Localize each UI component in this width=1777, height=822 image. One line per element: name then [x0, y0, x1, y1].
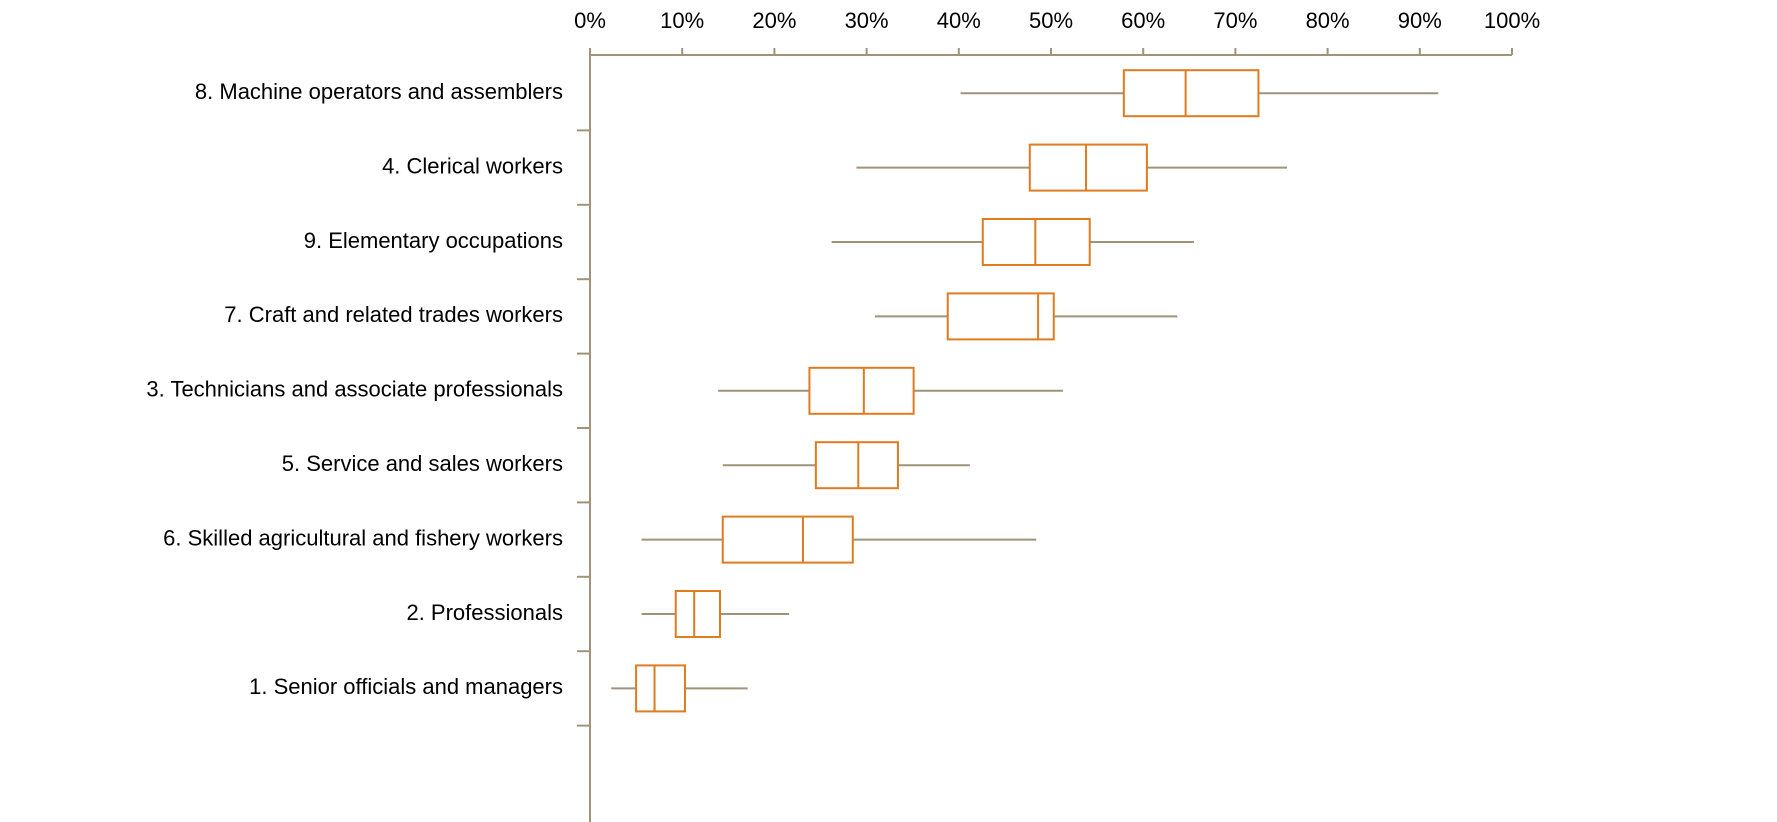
- y-tick-label: 9. Elementary occupations: [304, 228, 563, 253]
- y-tick-label: 8. Machine operators and assemblers: [195, 79, 563, 104]
- x-tick-label: 20%: [752, 8, 796, 33]
- y-tick-label: 5. Service and sales workers: [282, 451, 563, 476]
- x-tick-label: 50%: [1029, 8, 1073, 33]
- x-tick-label: 0%: [574, 8, 606, 33]
- box: [635, 664, 686, 713]
- y-tick-label: 2. Professionals: [406, 600, 563, 625]
- x-tick-label: 30%: [845, 8, 889, 33]
- x-tick-label: 80%: [1306, 8, 1350, 33]
- y-tick-label: 4. Clerical workers: [382, 153, 563, 178]
- box: [814, 441, 899, 490]
- box: [946, 292, 1055, 341]
- x-tick-label: 40%: [937, 8, 981, 33]
- box: [674, 590, 722, 638]
- y-tick-label: 6. Skilled agricultural and fishery work…: [163, 525, 563, 550]
- x-tick-label: 60%: [1121, 8, 1165, 33]
- x-tick-label: 70%: [1213, 8, 1257, 33]
- y-tick-label: 3. Technicians and associate professiona…: [146, 377, 563, 402]
- x-tick-label: 90%: [1398, 8, 1442, 33]
- box: [808, 366, 915, 415]
- box: [721, 515, 854, 564]
- box: [1122, 69, 1260, 118]
- x-tick-label: 100%: [1484, 8, 1540, 33]
- y-tick-label: 7. Craft and related trades workers: [224, 302, 563, 327]
- y-tick-label: 1. Senior officials and managers: [249, 674, 563, 699]
- x-tick-label: 10%: [660, 8, 704, 33]
- box: [1028, 143, 1148, 192]
